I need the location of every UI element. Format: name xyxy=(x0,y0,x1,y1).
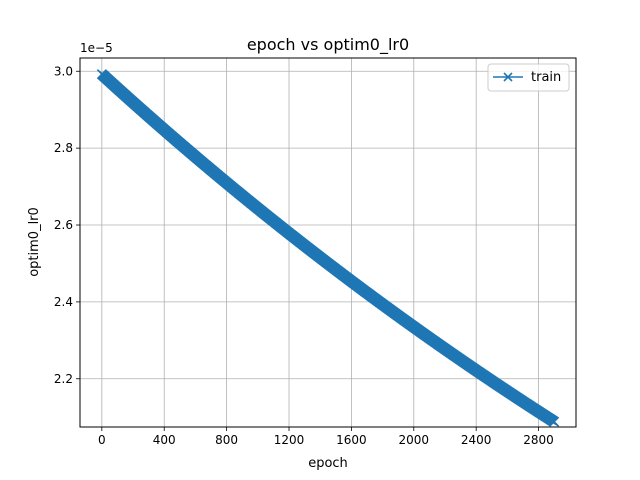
legend: train xyxy=(487,63,570,92)
legend-label-train: train xyxy=(531,70,561,85)
x-tick-label: 1200 xyxy=(274,433,305,447)
y-tick-label: 2.2 xyxy=(54,372,73,386)
x-tick-label: 2000 xyxy=(399,433,430,447)
legend-box xyxy=(487,63,570,92)
x-axis-label: epoch xyxy=(308,456,348,471)
y-tick-label: 2.6 xyxy=(54,218,73,232)
y-tick-label: 3.0 xyxy=(54,64,73,78)
series-markers xyxy=(96,69,560,427)
series-train xyxy=(96,69,560,427)
legend-marker-icon xyxy=(503,72,513,82)
ticks: 0 400 800 1200 1600 2000 2400 2800 2.2 2.4 2.6 2.8 3… xyxy=(54,64,554,447)
y-axis-label: optim0_lr0 xyxy=(27,207,42,277)
x-tick-label: 2800 xyxy=(523,433,554,447)
chart-title: epoch vs optim0_lr0 xyxy=(247,35,409,55)
grid xyxy=(80,58,576,427)
y-tick-label: 2.4 xyxy=(54,295,73,309)
y-tick-label: 2.8 xyxy=(54,141,73,155)
y-offset-label: 1e−5 xyxy=(80,41,113,55)
plot-frame xyxy=(79,57,577,428)
x-tick-label: 0 xyxy=(98,433,106,447)
x-tick-label: 1600 xyxy=(336,433,367,447)
series-layer xyxy=(96,69,560,427)
x-tick-label: 800 xyxy=(215,433,238,447)
x-tick-label: 2400 xyxy=(461,433,492,447)
data-point-marker xyxy=(549,416,560,427)
x-tick-label: 400 xyxy=(153,433,176,447)
